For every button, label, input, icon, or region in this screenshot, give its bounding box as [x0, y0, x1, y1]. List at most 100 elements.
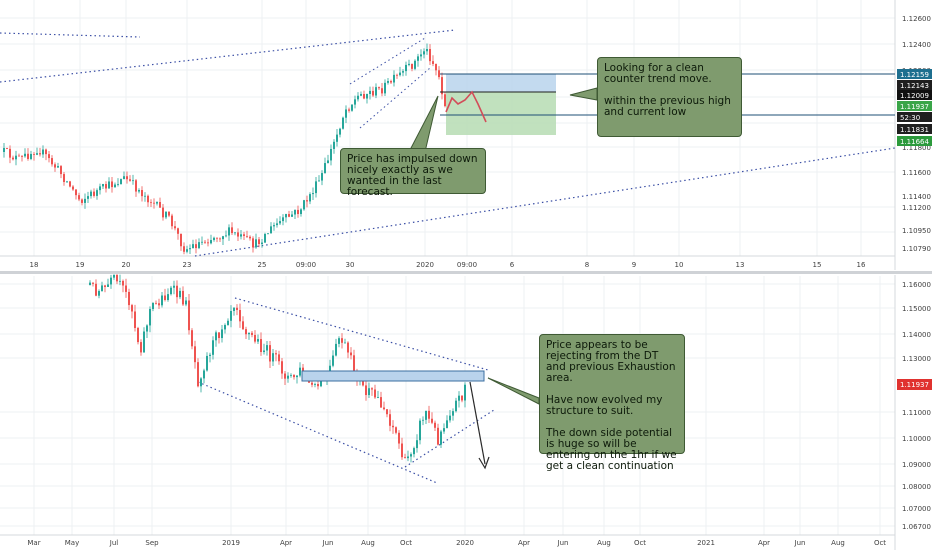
- top-candle-141: [426, 49, 428, 52]
- bot-candle-7: [110, 277, 112, 285]
- top-candle-64: [195, 244, 197, 249]
- top-candle-103: [312, 193, 314, 195]
- bot-candle-15: [134, 311, 136, 328]
- top-xtick-5: 09:00: [296, 261, 316, 269]
- top-candle-62: [189, 248, 191, 250]
- bot-xtick-17: Aug: [831, 539, 845, 547]
- bot-xtick-8: Oct: [400, 539, 412, 547]
- top-candle-117: [354, 99, 356, 105]
- bot-candle-5: [104, 285, 106, 287]
- bot-candle-41: [212, 340, 214, 355]
- top-candle-60: [183, 246, 185, 252]
- top-candle-14: [45, 149, 47, 155]
- top-xtick-6: 30: [346, 261, 355, 269]
- top-ytick-4: 1.11600: [902, 169, 931, 177]
- top-candle-96: [291, 214, 293, 217]
- top-candle-49: [150, 202, 152, 204]
- bot-candle-44: [221, 329, 223, 339]
- top-candle-112: [339, 128, 341, 135]
- bot-candle-95: [374, 389, 376, 398]
- bot-candle-112: [425, 410, 427, 420]
- bot-candle-33: [188, 300, 190, 331]
- bot-candle-111: [422, 419, 424, 421]
- bot-candle-0: [89, 282, 91, 285]
- top-candle-32: [99, 186, 101, 191]
- bot-candle-18: [143, 331, 145, 353]
- bot-candle-34: [191, 330, 193, 347]
- bot-candle-1: [92, 282, 94, 284]
- top-xtick-2: 20: [122, 261, 131, 269]
- bot-ytick-6: 1.09000: [902, 461, 931, 469]
- top-candle-5: [18, 155, 20, 157]
- top-candle-2: [9, 148, 11, 158]
- bot-xtick-11: Jun: [557, 539, 569, 547]
- bot-candle-50: [239, 309, 241, 322]
- bot-candle-121: [452, 411, 454, 416]
- top-candle-98: [297, 209, 299, 215]
- top-candle-28: [87, 196, 89, 199]
- top-candle-4: [15, 155, 17, 160]
- bot-candle-109: [416, 440, 418, 449]
- top-candle-116: [351, 104, 353, 111]
- bot-candle-38: [203, 370, 205, 379]
- top-xtick-7: 2020: [416, 261, 434, 269]
- bot-candle-57: [260, 339, 262, 353]
- top-candle-1: [6, 147, 8, 149]
- bot-candle-30: [179, 290, 181, 298]
- bot-xtick-18: Oct: [874, 539, 886, 547]
- note-rejection[interactable]: Price appears to be rejecting from the D…: [539, 334, 685, 472]
- top-candle-129: [390, 81, 392, 83]
- top-candle-68: [207, 242, 209, 244]
- top-candle-10: [33, 153, 35, 155]
- bot-xtick-12: Aug: [597, 539, 611, 547]
- top-candle-47: [144, 195, 146, 197]
- bot-candle-85: [344, 342, 346, 344]
- bot-xtick-9: 2020: [456, 539, 474, 547]
- bot-candle-117: [440, 431, 442, 445]
- top-ytick-5: 1.11400: [902, 193, 931, 201]
- bot-ytick-8: 1.07000: [902, 505, 931, 513]
- top-candle-45: [138, 190, 140, 192]
- bot-candle-68: [293, 374, 295, 378]
- bot-price-tag-0: [897, 379, 932, 390]
- top-candle-36: [111, 181, 113, 188]
- top-candle-8: [27, 153, 29, 159]
- top-candle-16: [51, 158, 53, 165]
- bot-candle-74: [311, 382, 313, 385]
- top-candle-109: [330, 148, 332, 161]
- bot-candle-9: [116, 274, 118, 282]
- top-candle-142: [429, 49, 431, 62]
- bot-candle-107: [410, 454, 412, 457]
- top-price-tag-1: [897, 80, 932, 90]
- bot-ytick-1: 1.15000: [902, 305, 931, 313]
- note-counter-trend[interactable]: Looking for a clean counter trend move. …: [597, 57, 742, 137]
- bot-candle-58: [263, 350, 265, 353]
- bot-candle-97: [380, 397, 382, 408]
- top-price-tag-6: [897, 136, 932, 146]
- top-candle-6: [21, 155, 23, 157]
- top-candle-38: [117, 184, 119, 185]
- note-impulse[interactable]: Price has impulsed down nicely exactly a…: [340, 148, 486, 198]
- top-candle-54: [165, 211, 167, 218]
- top-candle-120: [363, 94, 365, 99]
- top-candle-131: [396, 74, 398, 76]
- bot-candle-54: [251, 332, 253, 335]
- top-candle-31: [96, 190, 98, 196]
- top-candle-3: [12, 157, 14, 160]
- top-candle-44: [135, 180, 137, 192]
- bot-candle-123: [458, 395, 460, 401]
- top-candle-104: [315, 181, 317, 194]
- bot-candle-13: [128, 291, 130, 306]
- top-candle-94: [285, 214, 287, 218]
- bot-candle-92: [365, 385, 367, 396]
- top-candle-15: [48, 154, 50, 159]
- bot-candle-104: [401, 443, 403, 458]
- top-candle-18: [57, 166, 59, 168]
- top-candle-57: [174, 226, 176, 229]
- top-candle-100: [303, 200, 305, 210]
- top-candle-123: [372, 90, 374, 96]
- bot-candle-81: [332, 355, 334, 366]
- bot-candle-122: [455, 400, 457, 412]
